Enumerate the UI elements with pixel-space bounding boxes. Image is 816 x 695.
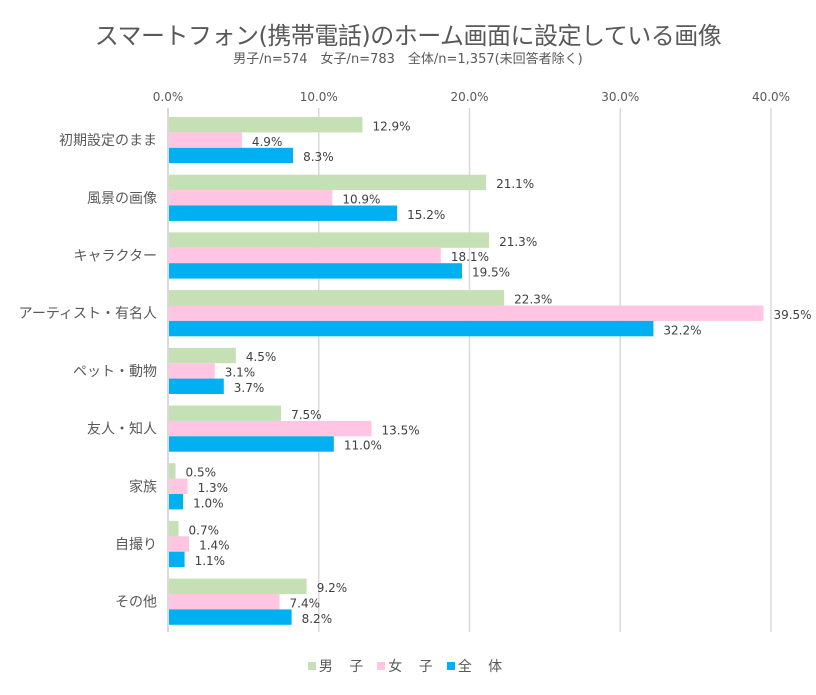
bar [169, 263, 462, 279]
bar [169, 520, 179, 537]
category-label: 風景の画像 [87, 191, 157, 207]
bar [169, 436, 334, 452]
data-label: 1.3% [198, 481, 229, 495]
category-label: その他 [115, 595, 157, 611]
bar [169, 205, 398, 221]
data-labels: 12.9% 4.9% 8.3% 21.1% 10.9% 15.2% 21.3% 18.1% 19… [186, 119, 812, 625]
bar [169, 305, 764, 321]
data-label: 3.7% [234, 381, 265, 395]
data-label: 13.5% [382, 423, 420, 437]
data-label: 11.0% [344, 439, 382, 453]
chart-subtitle: 男子/n=574 女子/n=783 全体/n=1,357(未回答者除く) [233, 52, 583, 67]
bar [169, 174, 487, 191]
bar [169, 609, 292, 625]
bar [169, 347, 236, 364]
legend-swatch [307, 662, 316, 670]
bar [169, 132, 242, 148]
bar [169, 232, 490, 248]
bar [169, 320, 654, 337]
bar [169, 478, 188, 494]
bar [169, 363, 215, 379]
bar [169, 190, 333, 206]
data-label: 15.2% [407, 208, 445, 222]
x-tick-label: 0.0% [153, 90, 184, 104]
data-label: 0.7% [189, 523, 220, 537]
bar [169, 578, 307, 594]
bar [169, 551, 185, 568]
x-tick-label: 40.0% [752, 90, 790, 104]
data-label: 10.9% [342, 193, 380, 207]
legend-label: 女 子 [388, 659, 439, 675]
legend-item: 男 子 [307, 656, 370, 676]
data-label: 39.5% [773, 308, 811, 322]
legend: 男 子女 子全 体 [0, 656, 816, 676]
category-label: ペット・動物 [73, 364, 157, 380]
category-labels: 初期設定のまま風景の画像キャラクターアーティスト・有名人ペット・動物友人・知人家… [19, 132, 157, 611]
category-label: 家族 [129, 478, 157, 495]
data-label: 4.9% [252, 135, 283, 149]
chart-title: スマートフォン(携帯電話)のホーム画面に設定している画像 [94, 22, 722, 50]
bar [169, 378, 224, 394]
data-label: 0.5% [186, 466, 217, 480]
bar [169, 117, 363, 133]
data-label: 22.3% [514, 293, 552, 307]
bar [169, 247, 441, 264]
data-label: 8.2% [302, 612, 333, 626]
data-label: 8.3% [303, 150, 334, 164]
data-label: 3.1% [225, 366, 256, 380]
category-label: アーティスト・有名人 [19, 306, 157, 322]
data-label: 21.3% [499, 235, 537, 249]
x-tick-label: 20.0% [450, 90, 488, 104]
data-label: 21.1% [496, 177, 534, 191]
data-label: 7.4% [290, 596, 321, 610]
legend-label: 全 体 [457, 659, 509, 675]
bar [169, 290, 505, 306]
bar [169, 405, 282, 421]
legend-label: 男 子 [318, 659, 370, 675]
data-label: 12.9% [372, 119, 410, 133]
bar [169, 494, 184, 510]
category-label: 友人・知人 [87, 421, 157, 438]
legend-item: 全 体 [446, 656, 509, 676]
x-tick-label: 30.0% [601, 90, 639, 104]
data-label: 1.4% [199, 539, 230, 553]
x-axis-ticks: 0.0% 10.0% 20.0% 30.0% 40.0% [153, 90, 790, 104]
legend-item: 女 子 [377, 656, 438, 676]
category-label: 初期設定のまま [59, 132, 157, 149]
data-label: 18.1% [451, 250, 489, 264]
data-label: 1.0% [193, 496, 224, 510]
data-label: 19.5% [472, 266, 510, 280]
category-label: キャラクター [74, 249, 157, 265]
data-label: 9.2% [317, 581, 348, 595]
data-label: 7.5% [291, 408, 322, 422]
legend-swatch [446, 662, 455, 670]
data-label: 4.5% [246, 350, 277, 364]
bar [169, 463, 176, 479]
legend-swatch [377, 662, 386, 670]
bar [169, 594, 280, 610]
bar [169, 147, 294, 164]
x-tick-label: 10.0% [300, 90, 338, 104]
data-label: 32.2% [663, 323, 701, 337]
bars [169, 117, 764, 625]
bar [169, 420, 372, 437]
category-label: 自撮り [115, 536, 157, 553]
bar [169, 536, 190, 552]
data-label: 1.1% [195, 554, 226, 568]
